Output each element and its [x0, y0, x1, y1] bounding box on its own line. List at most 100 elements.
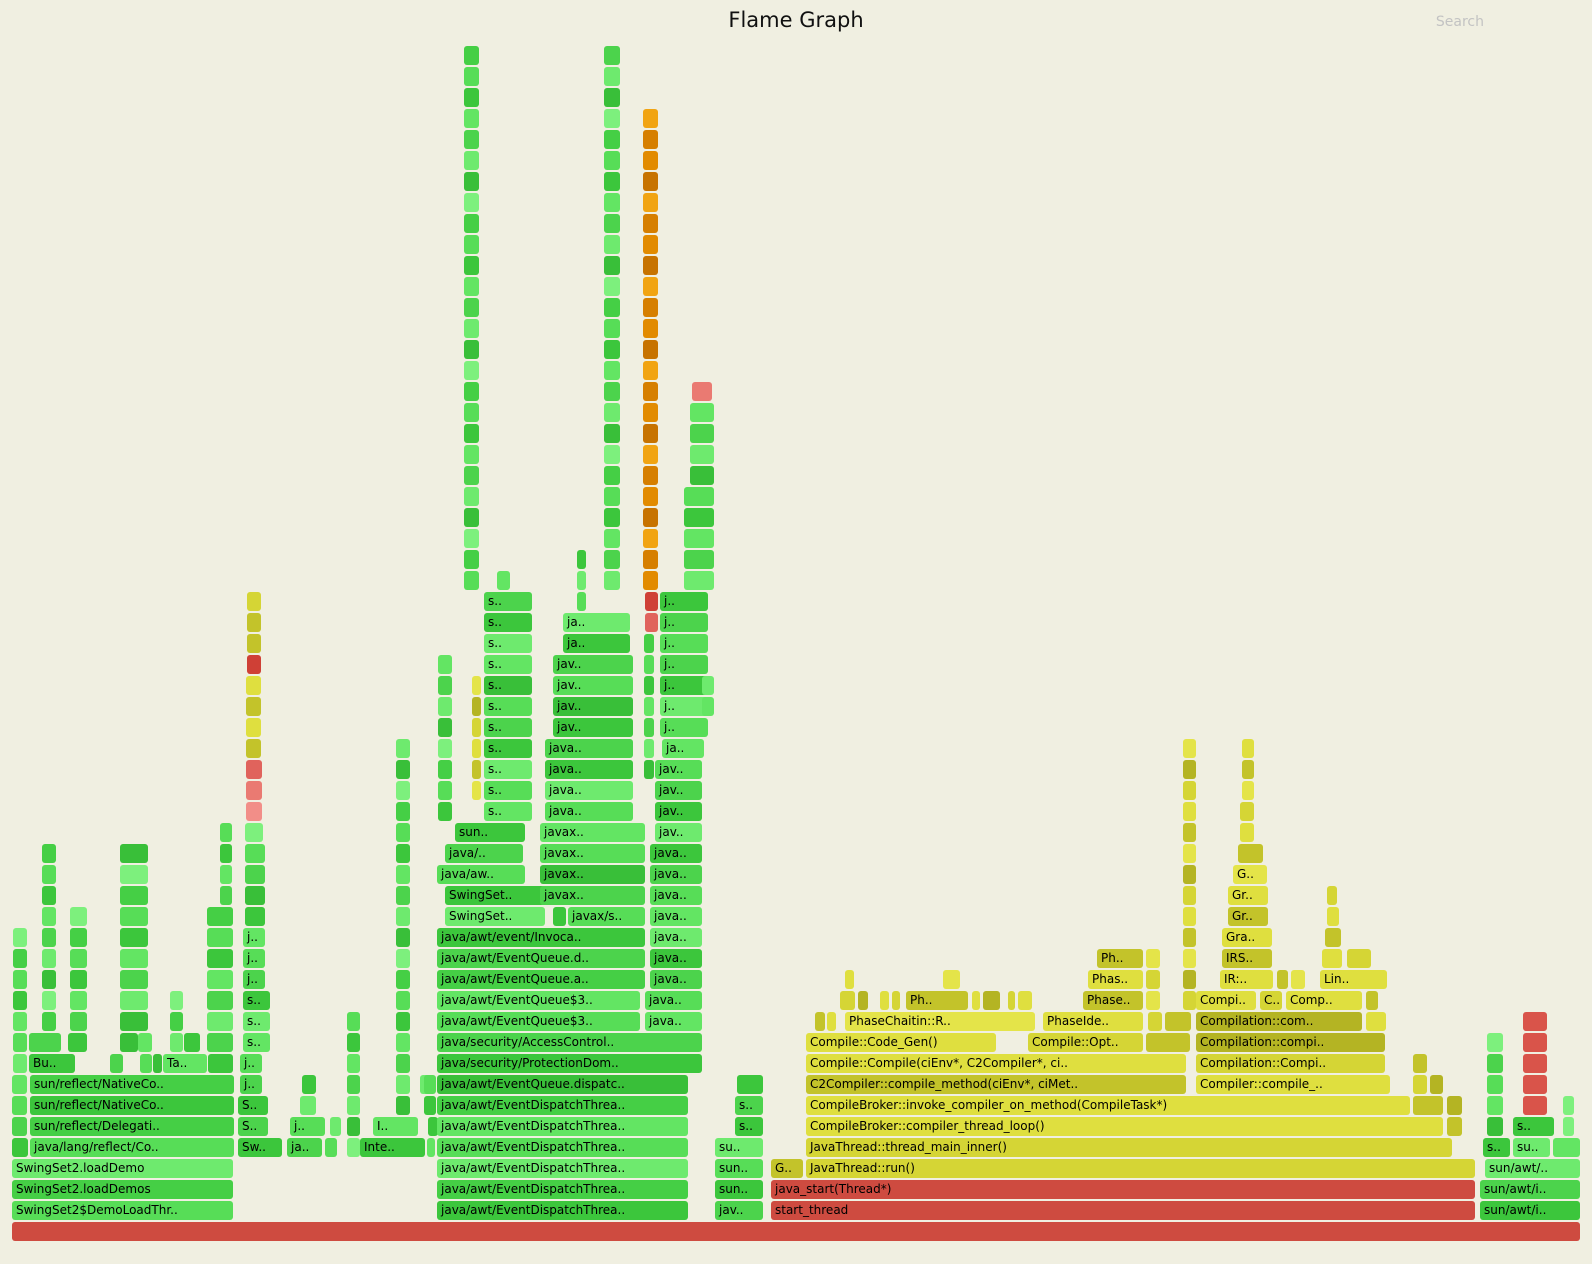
- frame-box[interactable]: [1447, 1096, 1462, 1115]
- frame-javax[interactable]: javax..: [540, 865, 645, 884]
- frame-gra[interactable]: Gra..: [1222, 928, 1272, 947]
- frame-box[interactable]: [464, 256, 479, 275]
- frame-box[interactable]: [347, 1054, 360, 1073]
- frame-java-awt-eventqueue-3[interactable]: java/awt/EventQueue$3..: [437, 991, 640, 1010]
- frame-box[interactable]: [1183, 970, 1196, 989]
- frame-box[interactable]: [464, 193, 479, 212]
- frame-s[interactable]: s..: [243, 1012, 270, 1031]
- frame-box[interactable]: [1240, 802, 1254, 821]
- frame-box[interactable]: [1165, 1012, 1191, 1031]
- frame-box[interactable]: [1008, 991, 1015, 1010]
- frame-box[interactable]: [170, 1012, 183, 1031]
- frame-box[interactable]: [1347, 949, 1371, 968]
- frame-s[interactable]: s..: [484, 802, 532, 821]
- frame-box[interactable]: [737, 1075, 763, 1094]
- frame-box[interactable]: [1183, 907, 1196, 926]
- frame-box[interactable]: [207, 928, 233, 947]
- frame-box[interactable]: [1183, 949, 1196, 968]
- frame-box[interactable]: [684, 550, 714, 569]
- frame-box[interactable]: [396, 970, 410, 989]
- frame-box[interactable]: [604, 340, 620, 359]
- frame-compilation-com[interactable]: Compilation::com..: [1196, 1012, 1362, 1031]
- frame-box[interactable]: [42, 928, 56, 947]
- frame-box[interactable]: [247, 592, 261, 611]
- frame-box[interactable]: [396, 802, 410, 821]
- frame-ja[interactable]: ja..: [563, 613, 630, 632]
- frame-box[interactable]: [247, 613, 261, 632]
- frame-box[interactable]: [604, 277, 620, 296]
- frame-box[interactable]: [604, 130, 620, 149]
- frame-box[interactable]: [464, 88, 479, 107]
- frame-box[interactable]: [396, 928, 410, 947]
- frame-box[interactable]: [245, 907, 265, 926]
- frame-ja[interactable]: ja..: [563, 634, 630, 653]
- frame-phaseide[interactable]: PhaseIde..: [1043, 1012, 1143, 1031]
- frame-box[interactable]: [245, 865, 265, 884]
- frame-java-awt-eventdispatchthrea[interactable]: java/awt/EventDispatchThrea..: [437, 1117, 688, 1136]
- frame-box[interactable]: [643, 130, 658, 149]
- frame-j[interactable]: j..: [660, 718, 708, 737]
- frame-box[interactable]: [396, 781, 410, 800]
- frame-box[interactable]: [300, 1096, 316, 1115]
- frame-gr[interactable]: Gr..: [1228, 886, 1268, 905]
- frame-i[interactable]: I..: [373, 1117, 418, 1136]
- frame-box[interactable]: [684, 487, 714, 506]
- frame-box[interactable]: [604, 445, 620, 464]
- frame-box[interactable]: [246, 739, 261, 758]
- frame-java[interactable]: java..: [650, 928, 702, 947]
- frame-compile-code-gen[interactable]: Compile::Code_Gen(): [806, 1033, 996, 1052]
- frame-box[interactable]: [247, 634, 261, 653]
- frame-box[interactable]: [120, 991, 148, 1010]
- frame-box[interactable]: [347, 1138, 360, 1157]
- frame-j[interactable]: j..: [243, 949, 265, 968]
- frame-sun-awt-i[interactable]: sun/awt/i..: [1480, 1201, 1580, 1220]
- frame-java-awt-eventdispatchthrea[interactable]: java/awt/EventDispatchThrea..: [437, 1138, 688, 1157]
- frame-box[interactable]: [604, 298, 620, 317]
- frame-box[interactable]: [70, 928, 87, 947]
- frame-box[interactable]: [120, 907, 148, 926]
- frame-box[interactable]: [1183, 928, 1196, 947]
- frame-java-awt-eventqueue-3[interactable]: java/awt/EventQueue$3..: [437, 1012, 640, 1031]
- frame-box[interactable]: [12, 1222, 1580, 1241]
- frame-java[interactable]: java/..: [445, 844, 523, 863]
- frame-box[interactable]: [892, 991, 900, 1010]
- frame-box[interactable]: [464, 46, 479, 65]
- frame-box[interactable]: [690, 424, 714, 443]
- frame-java[interactable]: java..: [545, 781, 633, 800]
- frame-s[interactable]: s..: [484, 592, 532, 611]
- frame-box[interactable]: [42, 949, 56, 968]
- frame-box[interactable]: [245, 823, 263, 842]
- frame-box[interactable]: [12, 1117, 27, 1136]
- frame-box[interactable]: [1487, 1075, 1503, 1094]
- frame-java[interactable]: java..: [545, 802, 633, 821]
- frame-box[interactable]: [42, 886, 56, 905]
- frame-box[interactable]: [220, 886, 232, 905]
- frame-start-thread[interactable]: start_thread: [771, 1201, 1475, 1220]
- frame-box[interactable]: [1291, 970, 1305, 989]
- frame-j[interactable]: j..: [660, 592, 708, 611]
- frame-box[interactable]: [438, 781, 452, 800]
- frame-java[interactable]: java..: [545, 739, 633, 758]
- frame-box[interactable]: [428, 1117, 438, 1136]
- frame-j[interactable]: j..: [240, 1075, 262, 1094]
- frame-s[interactable]: s..: [1513, 1117, 1554, 1136]
- frame-box[interactable]: [42, 991, 56, 1010]
- frame-javax-s[interactable]: javax/s..: [568, 907, 645, 926]
- frame-box[interactable]: [245, 886, 265, 905]
- frame-swingset[interactable]: SwingSet..: [445, 886, 545, 905]
- frame-sun-awt[interactable]: sun/awt/..: [1485, 1159, 1580, 1178]
- frame-box[interactable]: [702, 697, 714, 716]
- frame-box[interactable]: [643, 382, 658, 401]
- frame-box[interactable]: [396, 1033, 410, 1052]
- frame-box[interactable]: [1183, 886, 1196, 905]
- frame-sun-reflect-nativeco[interactable]: sun/reflect/NativeCo..: [30, 1075, 234, 1094]
- frame-box[interactable]: [207, 907, 233, 926]
- frame-box[interactable]: [644, 760, 654, 779]
- frame-box[interactable]: [247, 655, 261, 674]
- frame-ja[interactable]: ja..: [287, 1138, 322, 1157]
- frame-ir[interactable]: IR:..: [1220, 970, 1273, 989]
- frame-box[interactable]: [643, 529, 658, 548]
- frame-box[interactable]: [1523, 1033, 1547, 1052]
- frame-box[interactable]: [827, 1012, 836, 1031]
- frame-j[interactable]: j..: [660, 613, 708, 632]
